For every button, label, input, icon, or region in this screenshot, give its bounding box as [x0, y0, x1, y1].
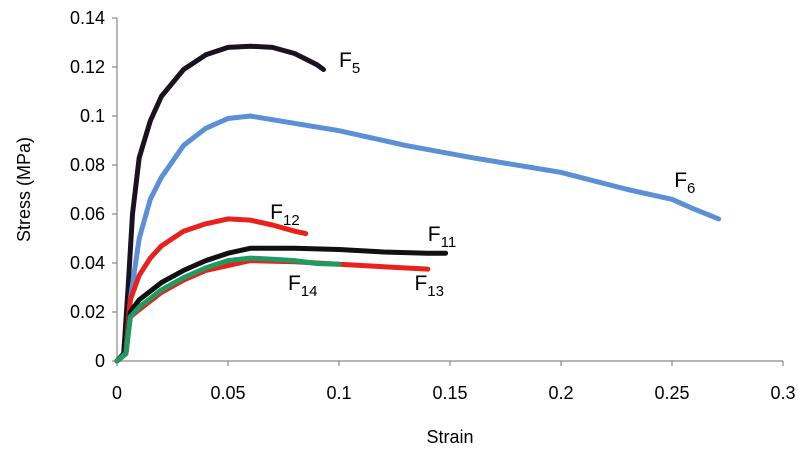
series-label-f14: F14 [288, 272, 318, 300]
series-label-sub: 14 [301, 283, 318, 300]
series-label-sub: 5 [352, 60, 360, 77]
series-label-main: F [270, 201, 283, 224]
y-tick-label: 0 [95, 351, 105, 371]
y-axis-title: Stress (MPa) [14, 137, 34, 242]
series-label-f12: F12 [270, 201, 300, 229]
series-label-sub: 13 [427, 283, 444, 300]
x-tick-label: 0.1 [326, 383, 351, 403]
x-tick-label: 0.3 [770, 383, 795, 403]
y-tick-label: 0.04 [70, 253, 105, 273]
x-tick-label: 0.05 [210, 383, 245, 403]
series-label-main: F [288, 272, 301, 295]
series-label-sub: 11 [441, 234, 457, 251]
series-label-main: F [428, 223, 441, 246]
series-line-f13 [114, 258, 431, 364]
x-tick-label: 0.15 [432, 383, 467, 403]
y-tick-label: 0.02 [70, 302, 105, 322]
series-label-main: F [674, 169, 687, 192]
x-tick-label: 0 [112, 383, 122, 403]
y-ticks: 0 0.02 0.04 0.06 0.08 0.1 0.12 0.14 [70, 8, 117, 371]
y-tick-label: 0.06 [70, 204, 105, 224]
series-line-f12 [114, 216, 309, 364]
series-line-f5 [114, 43, 326, 364]
series-label-f11: F11 [428, 223, 456, 251]
x-tick-label: 0.25 [654, 383, 689, 403]
series-line-f6 [114, 113, 722, 364]
series-line-f14 [114, 255, 342, 364]
x-ticks: 0 0.05 0.1 0.15 0.2 0.25 0.3 [112, 361, 796, 403]
series-label-f13: F13 [414, 272, 444, 300]
series-line-f11 [114, 245, 449, 364]
series-group [114, 43, 722, 364]
x-axis-title: Strain [426, 427, 473, 447]
series-label-main: F [339, 49, 352, 72]
y-tick-label: 0.14 [70, 8, 105, 28]
y-tick-label: 0.12 [70, 57, 105, 77]
series-label-f5: F5 [339, 49, 360, 77]
y-tick-label: 0.1 [80, 106, 105, 126]
y-tick-label: 0.08 [70, 155, 105, 175]
series-label-f6: F6 [674, 169, 695, 197]
x-tick-label: 0.2 [548, 383, 573, 403]
series-label-sub: 12 [283, 212, 300, 229]
series-label-sub: 6 [687, 180, 695, 197]
series-label-main: F [414, 272, 427, 295]
